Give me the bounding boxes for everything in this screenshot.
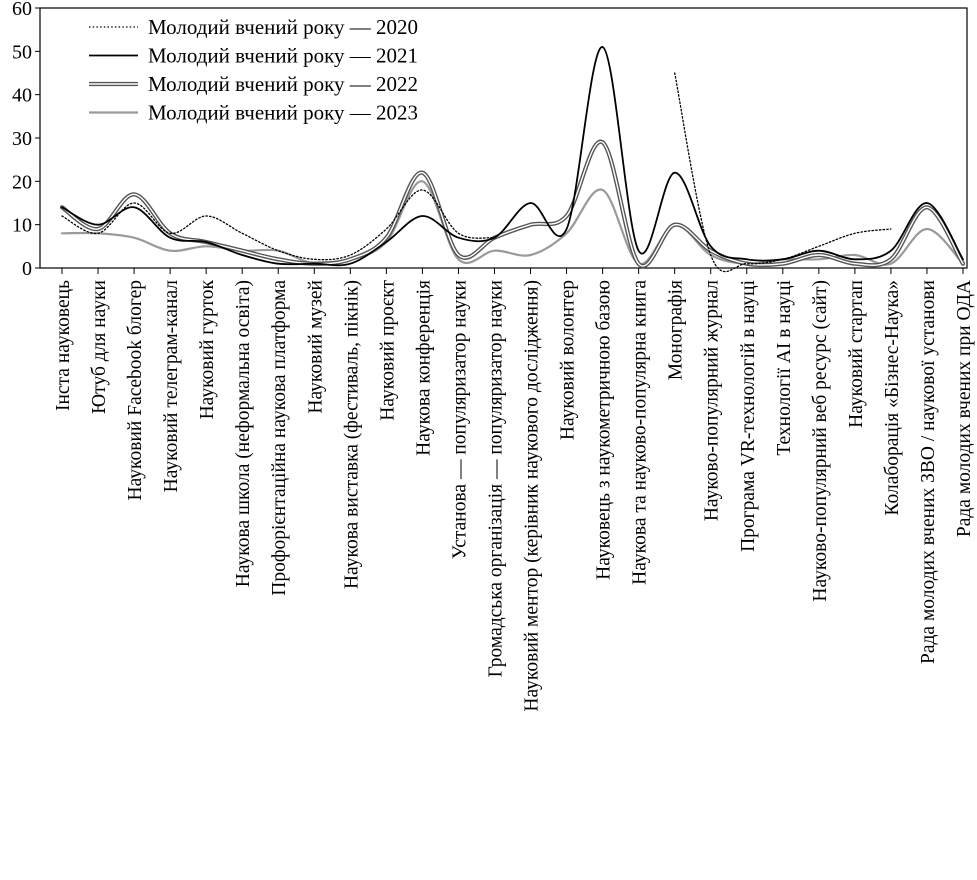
y-tick-label: 20 [12, 171, 32, 193]
legend-entry: Молодий вчений року — 2020 [89, 15, 418, 39]
x-category-label: Рада молодих вчених при ОДА [954, 280, 975, 537]
series-3 [59, 139, 966, 269]
legend-label: Молодий вчений року — 2020 [148, 15, 418, 39]
x-category-label: Наукова та науково-популярна книга [630, 280, 651, 585]
y-tick-label: 30 [12, 128, 32, 150]
x-category-label: Монографія [666, 280, 687, 380]
series-line [61, 189, 496, 261]
x-category-label: Науковий проєкт [377, 280, 398, 421]
x-category-label: Науковий музей [305, 280, 326, 414]
x-category-label: Наукова школа (неформальна освіта) [233, 280, 254, 587]
y-tick-label: 0 [22, 258, 32, 280]
x-category-label: Програма VR-технологій в науці [738, 279, 759, 551]
x-category-label: Наукова конференція [413, 280, 434, 456]
x-category-label: Науково-популярний журнал [702, 280, 723, 521]
series-4 [60, 180, 965, 266]
series-line [61, 141, 964, 267]
x-category-label: Установа — популяризатор науки [449, 280, 470, 559]
x-category-label: Науково-популярний веб ресурс (сайт) [810, 280, 831, 602]
x-category-label: Рада молодих вчених ЗВО / наукової устан… [918, 280, 939, 664]
x-category-label: Науковий стартап [846, 280, 867, 428]
series-1 [61, 72, 892, 273]
x-axis: Інста науковець Ютуб для науки Науковий Fa… [53, 268, 975, 712]
series-line [674, 72, 892, 273]
x-category-label: Науковець з наукометричною базою [594, 280, 615, 580]
plot-frame [39, 7, 968, 269]
y-tick-label: 10 [12, 215, 32, 237]
y-axis: 0 10 20 30 40 50 60 [12, 0, 40, 280]
y-tick-label: 60 [12, 0, 32, 20]
x-category-label: Колаборація «Бізнес-Наука» [882, 280, 903, 516]
y-tick-label: 40 [12, 85, 32, 107]
legend-label: Молодий вчений року — 2021 [148, 44, 418, 68]
x-category-label: Ютуб для науки [89, 280, 110, 414]
x-category-label: Наукова виставка (фестиваль, пікнік) [341, 280, 362, 589]
x-category-label: Науковий ментор (керівник наукового досл… [522, 280, 543, 712]
series-line [61, 46, 964, 267]
x-category-label: Науковий волонтер [558, 280, 579, 440]
x-category-label: Технології AI в науці [774, 279, 795, 455]
x-category-label: Науковий гурток [197, 279, 218, 419]
plot-border [39, 7, 968, 269]
series-layer [59, 46, 966, 273]
legend-label: Молодий вчений року — 2022 [148, 72, 418, 96]
x-category-label: Профорієнтаційна наукова платформа [269, 280, 290, 596]
legend: Молодий вчений року — 2020 Молодий вчений… [89, 15, 418, 125]
x-category-label: Науковий Facebook блогер [125, 280, 146, 500]
x-category-label: Громадська організація — популяризатор н… [485, 280, 506, 677]
series-2 [61, 46, 964, 267]
legend-entry: Молодий вчений року — 2023 [89, 101, 418, 125]
y-tick-label: 50 [12, 41, 32, 63]
legend-entry: Молодий вчений року — 2021 [89, 44, 418, 68]
x-category-label: Інста науковець [53, 280, 74, 411]
series-line [60, 180, 965, 266]
legend-entry: Молодий вчений року — 2022 [89, 72, 418, 96]
legend-label: Молодий вчений року — 2023 [148, 101, 418, 125]
x-category-label: Науковий телеграм-канал [161, 280, 182, 493]
